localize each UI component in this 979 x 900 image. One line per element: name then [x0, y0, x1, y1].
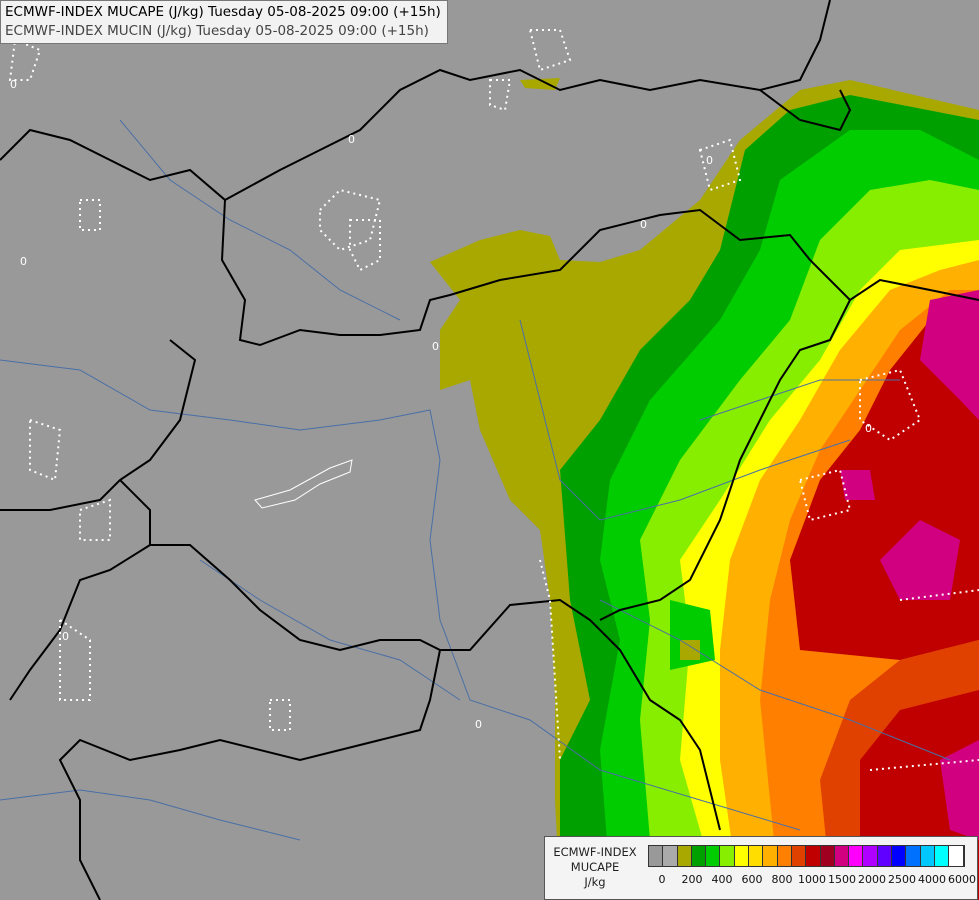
legend-swatch	[649, 846, 664, 866]
cape-field	[430, 78, 979, 900]
legend-swatch	[949, 846, 964, 866]
legend-swatch	[877, 846, 893, 866]
legend-tick-label: 200	[681, 873, 703, 886]
legend-swatch	[920, 846, 935, 866]
legend-swatch	[849, 846, 864, 866]
legend-variable: MUCAPE	[570, 860, 620, 874]
title-mucape: ECMWF-INDEX MUCAPE (J/kg) Tuesday 05-08-…	[5, 4, 441, 20]
map-title-box: ECMWF-INDEX MUCAPE (J/kg) Tuesday 05-08-…	[0, 0, 448, 44]
legend-tick-label: 0	[658, 873, 666, 886]
legend-tick-label: 1500	[828, 873, 856, 886]
legend-swatch	[791, 846, 807, 866]
lake	[254, 459, 353, 509]
legend-swatch	[777, 846, 792, 866]
legend-swatch	[763, 846, 778, 866]
contour-label: 0	[865, 422, 872, 435]
legend-swatch	[677, 846, 692, 866]
legend-swatch	[934, 846, 950, 866]
legend-unit: J/kg	[584, 875, 606, 889]
legend-swatches	[648, 845, 965, 867]
contour-label: 0	[475, 718, 482, 731]
legend-swatch	[706, 846, 721, 866]
legend-ticks: 0 200 400 600 800 1000 1500 2000 2500 4000 6000	[648, 873, 977, 889]
contour-labels: 0 0 0 0 0 0 0 0 0	[10, 78, 872, 731]
legend-swatch	[749, 846, 764, 866]
rivers	[0, 119, 951, 841]
legend-swatch	[820, 846, 835, 866]
contour-label: 0	[348, 133, 355, 146]
contour-label: 0	[640, 218, 647, 231]
color-legend: ECMWF-INDEX MUCAPE J/kg 0 200 400 600 800 100…	[544, 836, 978, 900]
legend-tick-label: 4000	[918, 873, 946, 886]
legend-swatch	[806, 846, 821, 866]
legend-tick-label: 6000	[948, 873, 976, 886]
legend-swatch	[734, 846, 750, 866]
contour-label: 0	[432, 340, 439, 353]
legend-tick-label: 400	[711, 873, 733, 886]
legend-swatch	[720, 846, 735, 866]
legend-tick-label: 800	[771, 873, 793, 886]
legend-tick-label: 1000	[798, 873, 826, 886]
contour-label: 0	[62, 630, 69, 643]
legend-swatch	[892, 846, 907, 866]
legend-swatch	[663, 846, 678, 866]
legend-tick-label: 600	[741, 873, 763, 886]
legend-swatch	[834, 846, 850, 866]
legend-tick-label: 2000	[858, 873, 886, 886]
legend-swatch	[691, 846, 707, 866]
title-mucin: ECMWF-INDEX MUCIN (J/kg) Tuesday 05-08-2…	[5, 23, 429, 39]
contour-label: 0	[706, 154, 713, 167]
contour-label: 0	[10, 78, 17, 91]
contour-label: 0	[20, 255, 27, 268]
legend-source: ECMWF-INDEX	[553, 845, 637, 859]
legend-swatch	[906, 846, 921, 866]
legend-swatch	[863, 846, 878, 866]
legend-label: ECMWF-INDEX MUCAPE J/kg	[545, 845, 645, 890]
legend-tick-label: 2500	[888, 873, 916, 886]
cin-contours	[8, 29, 979, 771]
